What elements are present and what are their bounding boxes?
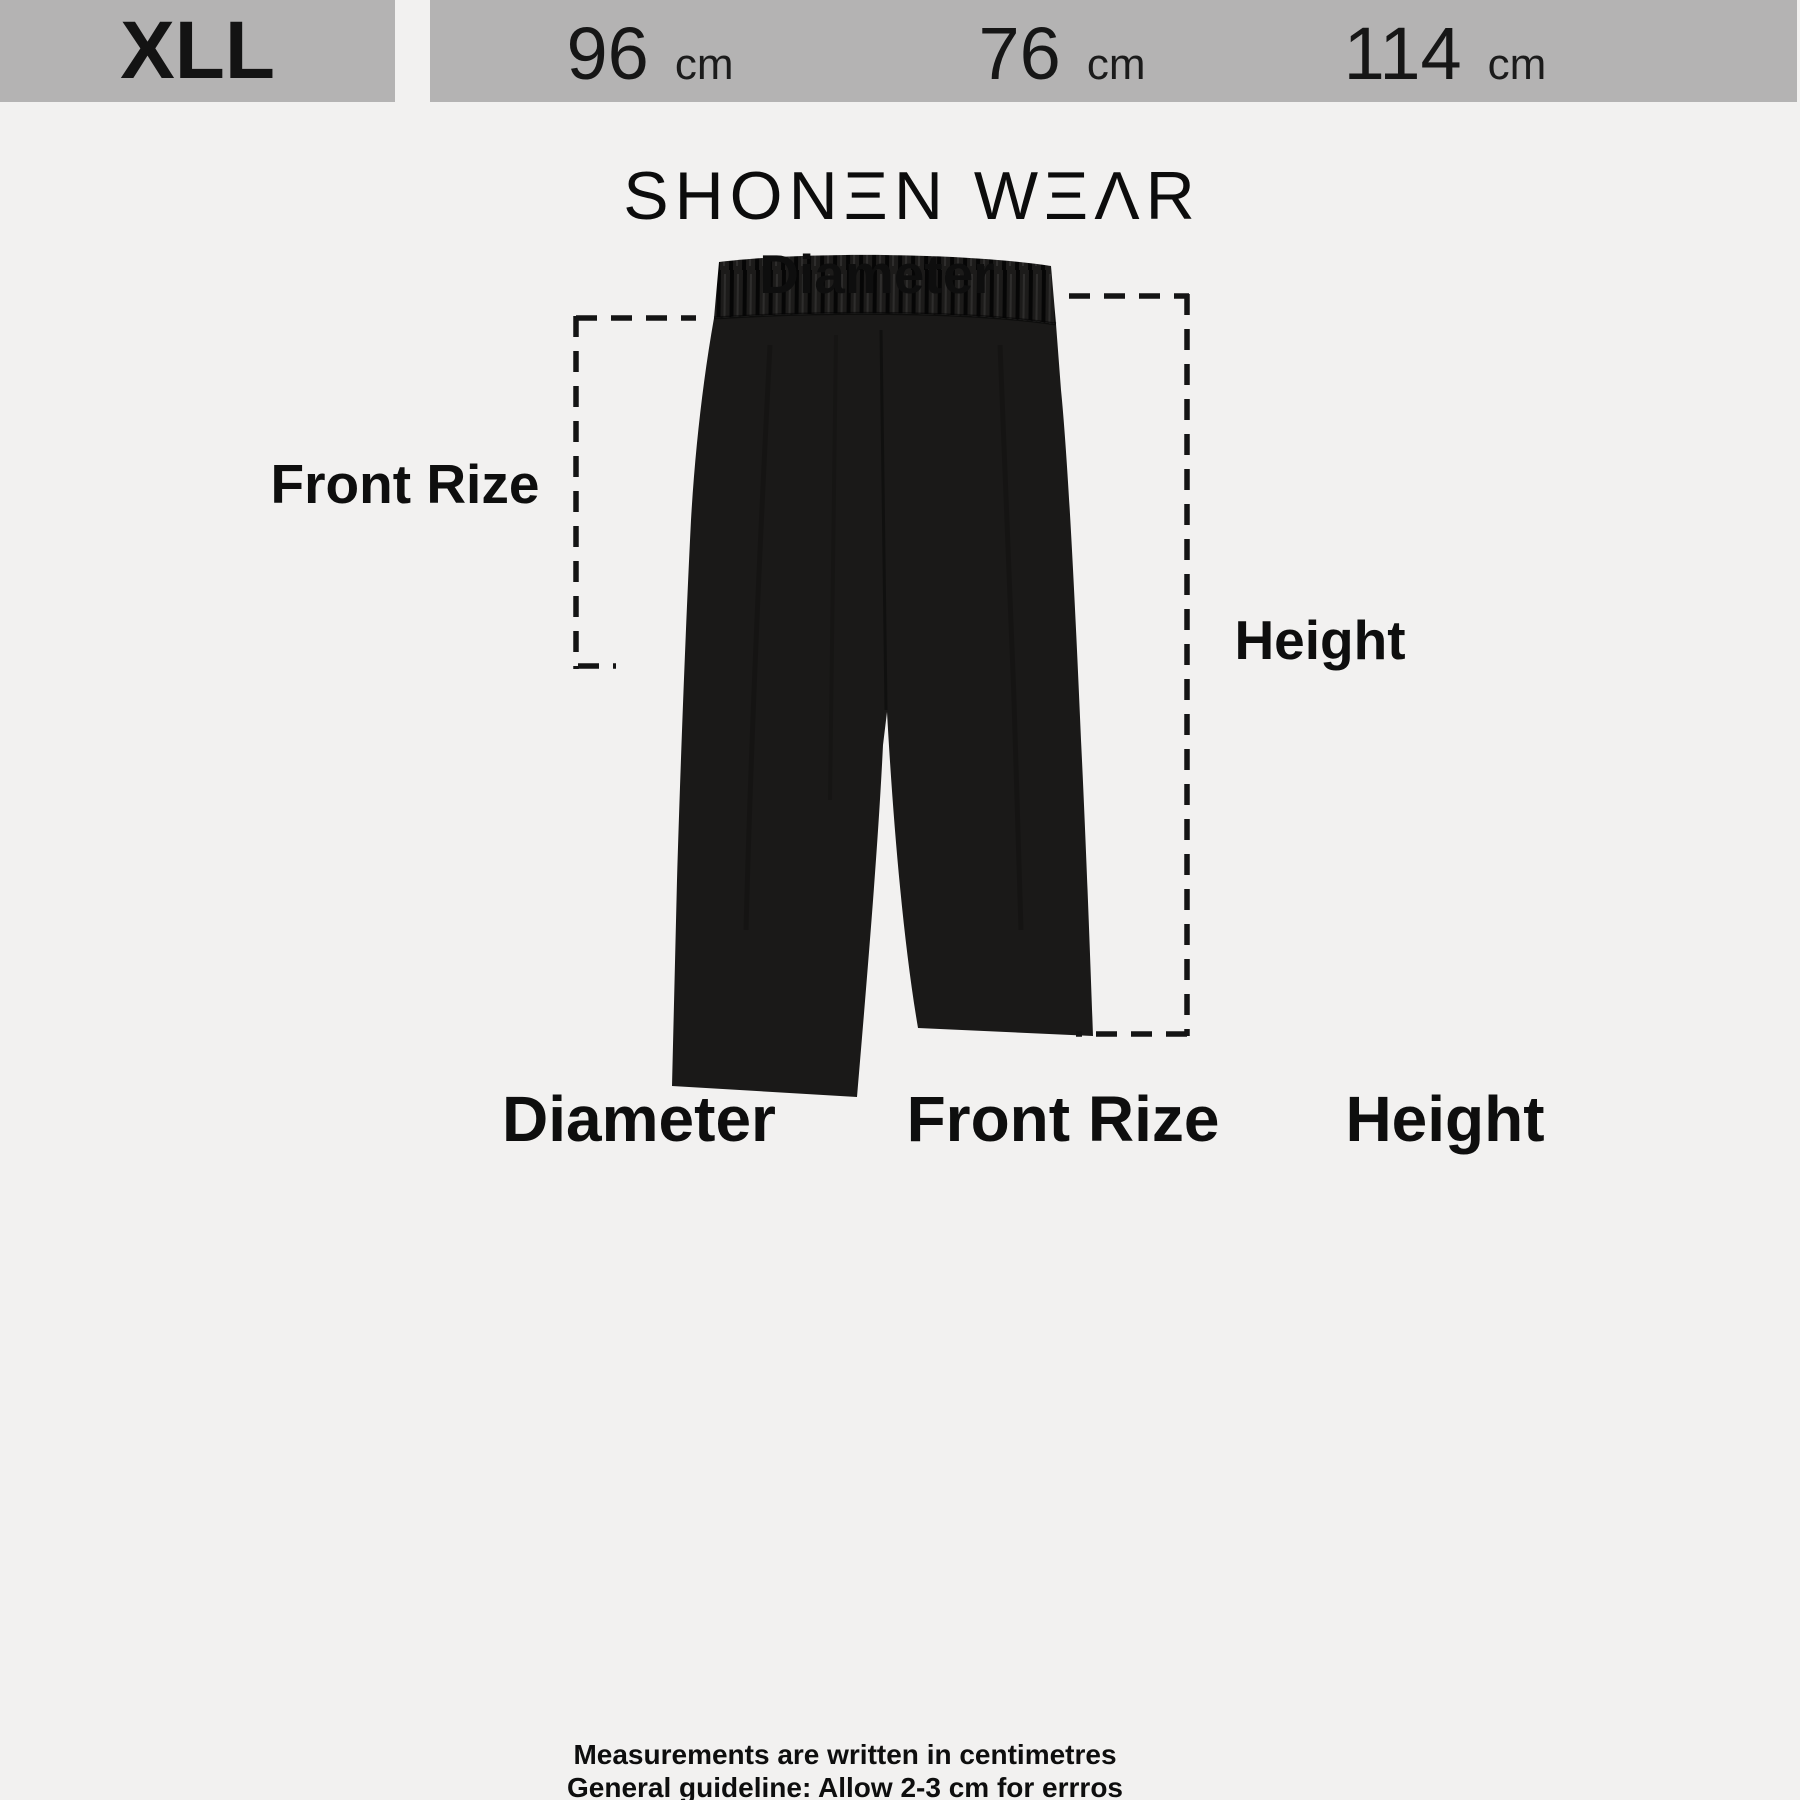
- pants-waistband-edge: [713, 311, 1057, 326]
- measurement-dashed-lines: [573, 293, 1190, 1037]
- unit-label: cm: [674, 40, 734, 90]
- height-value: 114 cm: [1343, 12, 1547, 96]
- column-header-height: Height: [1345, 1083, 1545, 1155]
- diameter-value: 96 cm: [566, 12, 734, 96]
- pants-body: [672, 313, 1093, 1097]
- footer-notes: Measurements are written in centimetres …: [0, 1738, 1690, 1800]
- pants-crease-left: [743, 344, 773, 931]
- pants-crease-center: [879, 329, 888, 711]
- column-header-front-rise: Front Rize: [906, 1083, 1220, 1155]
- pants-crease-right: [997, 344, 1024, 931]
- height-annotation-label: Height: [1234, 609, 1406, 671]
- footer-line-guideline: General guideline: Allow 2-3 cm for errr…: [567, 1772, 1123, 1800]
- size-cell: XLL: [0, 0, 395, 102]
- values-cell: 96 cm 76 cm 114 cm: [430, 0, 1797, 102]
- brand-logo: SHONΞN WΞΛR: [623, 158, 1201, 234]
- size-label: XLL: [120, 5, 275, 96]
- unit-label: cm: [1487, 40, 1547, 90]
- unit-label: cm: [1086, 40, 1146, 90]
- pants-crease-inner: [828, 334, 838, 801]
- column-header-diameter: Diameter: [502, 1083, 776, 1155]
- front-rise-annotation-label: Front Rize: [270, 453, 540, 515]
- footer-line-units: Measurements are written in centimetres: [573, 1739, 1117, 1770]
- table-row-xll: XLL 96 cm 76 cm 114 cm: [0, 0, 1800, 102]
- diameter-annotation-label: Diameter: [759, 243, 995, 305]
- front-rise-value: 76 cm: [978, 12, 1146, 96]
